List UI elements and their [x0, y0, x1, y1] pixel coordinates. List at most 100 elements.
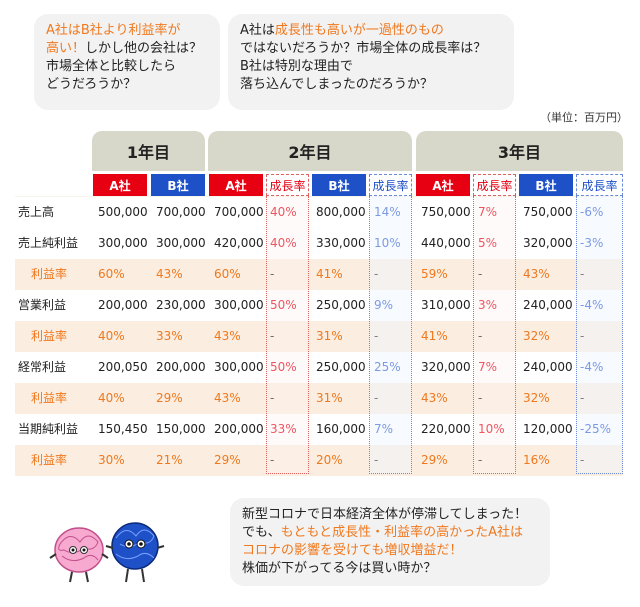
table-cell: 50% — [270, 298, 297, 312]
growth-column-y3-b — [576, 196, 623, 474]
table-cell: 41% — [421, 329, 448, 343]
table-cell: 230,000 — [156, 298, 206, 312]
table-cell: 5% — [478, 236, 498, 250]
table-cell: 43% — [214, 391, 241, 405]
table-cell: 3% — [478, 298, 498, 312]
speech-bubble-2: A社は成長性も高いが一過性のもの ではないだろうか？市場全体の成長率は？ B社は… — [228, 14, 514, 110]
table-cell: - — [374, 453, 379, 467]
table-cell: 29% — [214, 453, 241, 467]
table-row — [15, 414, 623, 445]
speech-bubble-1: A社はB社より利益率が 高い！しかし他の会社は？ 市場全体と比較したら どうだろ… — [34, 14, 220, 110]
table-cell: 33% — [270, 422, 297, 436]
table-cell: 300,000 — [214, 298, 264, 312]
bubble1-line1: A社はB社より利益率が — [46, 23, 181, 38]
table-cell: 300,000 — [156, 236, 206, 250]
table-cell: 40% — [98, 391, 125, 405]
table-cell: 200,050 — [98, 360, 148, 374]
table-cell: 320,000 — [523, 236, 573, 250]
table-cell: - — [580, 329, 585, 343]
bubble1-line4: どうだろうか？ — [46, 77, 137, 92]
table-cell: 20% — [316, 453, 343, 467]
table-cell: - — [374, 329, 379, 343]
col-header-y2-b-growth: 成長率 — [369, 174, 412, 196]
growth-column-y2-a — [266, 196, 309, 474]
bubble2-line1-highlight: 成長性も高いが一過性のもの — [274, 23, 444, 38]
table-cell: 43% — [523, 267, 550, 281]
table-cell: 43% — [421, 391, 448, 405]
row-label: 当期純利益 — [18, 422, 79, 436]
table-cell: 40% — [98, 329, 125, 343]
blue-character-icon — [105, 522, 165, 583]
table-cell: - — [478, 267, 483, 281]
table-cell: 310,000 — [421, 298, 471, 312]
col-header-y3-a-growth: 成長率 — [473, 174, 516, 196]
table-cell: 29% — [156, 391, 183, 405]
table-cell: 440,000 — [421, 236, 471, 250]
table-cell: 60% — [214, 267, 241, 281]
table-cell: - — [580, 391, 585, 405]
table-cell: 300,000 — [98, 236, 148, 250]
col-header-y2-a: A社 — [209, 174, 263, 196]
table-cell: - — [580, 453, 585, 467]
table-cell: 60% — [98, 267, 125, 281]
year-header-1: 1年目 — [92, 131, 205, 171]
table-row — [15, 197, 623, 228]
table-cell: 32% — [523, 329, 550, 343]
table-cell: -25% — [580, 422, 612, 436]
table-cell: - — [374, 267, 379, 281]
table-cell: 250,000 — [316, 298, 366, 312]
table-cell: - — [580, 267, 585, 281]
table-cell: 10% — [374, 236, 401, 250]
row-label: 利益率 — [31, 453, 68, 467]
table-cell: 240,000 — [523, 298, 573, 312]
col-header-y3-a: A社 — [416, 174, 470, 196]
year-header-3: 3年目 — [416, 131, 623, 171]
table-cell: 32% — [523, 391, 550, 405]
table-cell: 200,000 — [98, 298, 148, 312]
table-cell: 250,000 — [316, 360, 366, 374]
table-cell: -4% — [580, 360, 604, 374]
col-header-y1-b: B社 — [151, 174, 205, 196]
profit-rate-row — [15, 321, 623, 352]
table-cell: -3% — [580, 236, 604, 250]
bubble3-line2-highlight: もともと成長性・利益率の高かったA社は — [280, 525, 523, 540]
table-cell: 14% — [374, 205, 401, 219]
table-cell: 40% — [270, 236, 297, 250]
bubble1-line2: しかし他の会社は？ — [85, 41, 203, 56]
table-cell: 320,000 — [421, 360, 471, 374]
table-cell: 43% — [214, 329, 241, 343]
table-row — [15, 290, 623, 321]
table-cell: - — [270, 453, 275, 467]
col-header-y2-a-growth: 成長率 — [266, 174, 309, 196]
profit-rate-row — [15, 383, 623, 414]
table-cell: 50% — [270, 360, 297, 374]
col-header-y3-b-growth: 成長率 — [576, 174, 623, 196]
col-header-y3-b: B社 — [519, 174, 573, 196]
table-row — [15, 352, 623, 383]
table-cell: -6% — [580, 205, 604, 219]
col-header-y1-a: A社 — [93, 174, 147, 196]
table-cell: - — [270, 329, 275, 343]
table-cell: 33% — [156, 329, 183, 343]
table-cell: 7% — [478, 205, 498, 219]
table-cell: 750,000 — [421, 205, 471, 219]
table-cell: - — [374, 391, 379, 405]
table-row — [15, 228, 623, 259]
row-label: 利益率 — [31, 391, 68, 405]
table-cell: 59% — [421, 267, 448, 281]
row-label: 経常利益 — [18, 360, 67, 374]
bubble1-line3: 市場全体と比較したら — [46, 59, 177, 74]
bubble3-line3: コロナの影響を受けても増収増益だ！ — [242, 543, 463, 558]
bubble2-line3: B社は特別な理由で — [240, 59, 353, 74]
bubble3-line1: 新型コロナで日本経済全体が停滞してしまった！ — [242, 507, 528, 522]
table-cell: 200,000 — [156, 360, 206, 374]
table-cell: 25% — [374, 360, 401, 374]
speech-bubble-3: 新型コロナで日本経済全体が停滞してしまった！ でも、もともと成長性・利益率の高か… — [230, 498, 550, 586]
table-cell: -4% — [580, 298, 604, 312]
table-cell: 200,000 — [214, 422, 264, 436]
table-cell: 7% — [374, 422, 394, 436]
bubble2-line1: A社は — [240, 23, 275, 38]
bubble3-line2: でも、 — [242, 525, 281, 540]
table-cell: 160,000 — [316, 422, 366, 436]
bubble2-line2: ではないだろうか？市場全体の成長率は？ — [240, 41, 487, 56]
